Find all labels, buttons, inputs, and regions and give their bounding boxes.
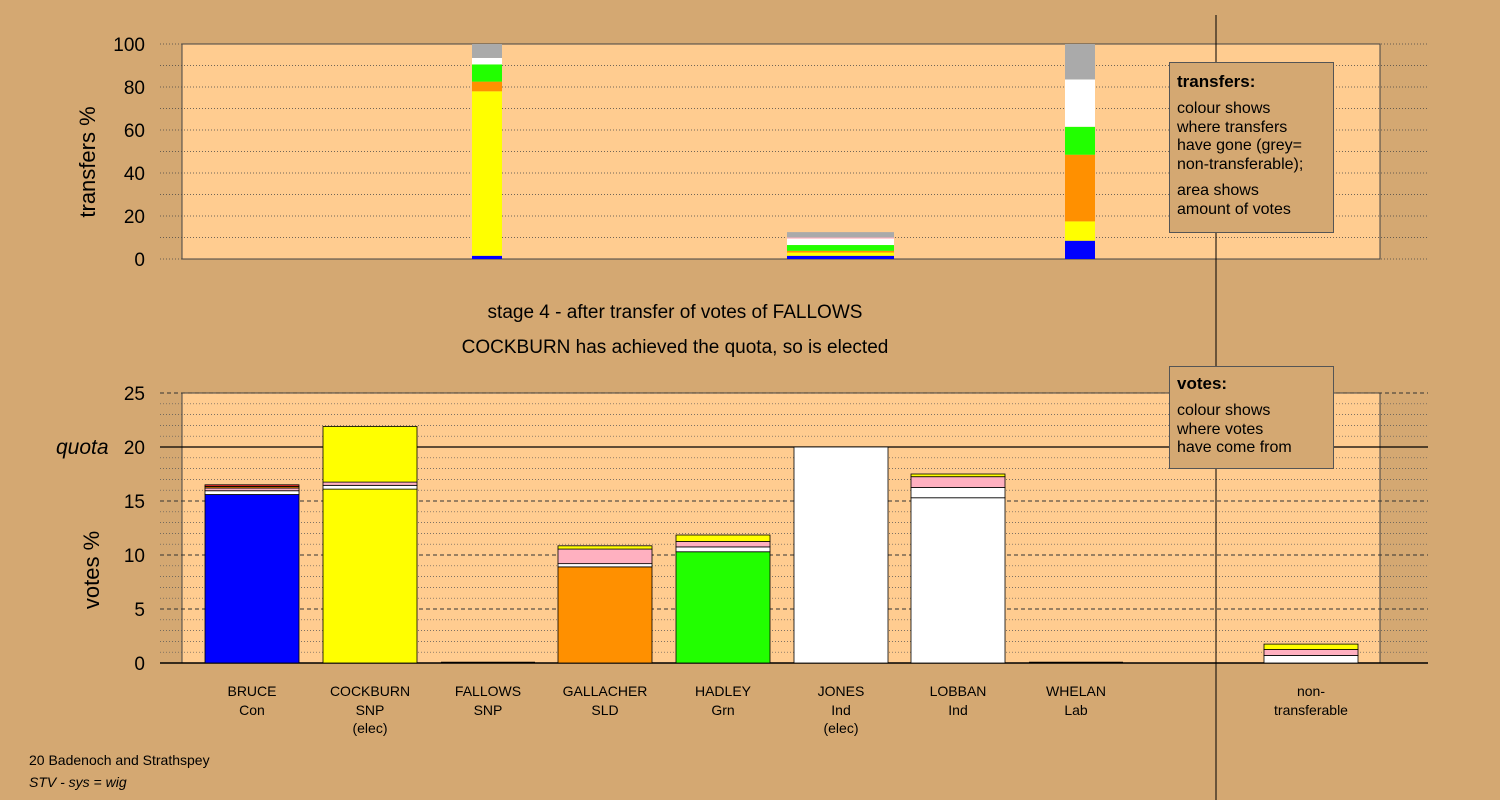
transfer-segment <box>787 238 894 246</box>
vote-segment <box>675 551 771 664</box>
transfer-segment <box>787 250 894 253</box>
candidate-note: (elec) <box>823 720 858 736</box>
candidate-party: SNP <box>356 702 385 718</box>
transfer-segment <box>472 91 502 256</box>
votes-legend-line: colour shows <box>1177 402 1271 419</box>
vote-segment <box>910 487 1006 499</box>
vote-segment <box>793 446 889 664</box>
stage-title: stage 4 - after transfer of votes of FAL… <box>488 302 863 323</box>
candidate-party: transferable <box>1274 702 1348 718</box>
transfer-segment <box>1065 79 1095 127</box>
candidate-party: SLD <box>591 702 618 718</box>
vote-segment <box>204 490 300 495</box>
candidate-name: JONES <box>818 683 865 699</box>
vote-segment <box>322 488 418 664</box>
transfers-y-tick: 0 <box>134 250 145 271</box>
vote-segment <box>557 548 653 565</box>
transfer-segment <box>1065 221 1095 241</box>
transfer-segment <box>1065 126 1095 155</box>
transfer-segment <box>1065 240 1095 259</box>
vote-segment <box>557 566 653 664</box>
votes-y-tick: 0 <box>134 654 145 675</box>
vote-segment <box>675 534 771 542</box>
vote-segment <box>204 487 300 492</box>
candidate-name: BRUCE <box>227 683 276 699</box>
transfers-y-tick: 100 <box>113 35 145 56</box>
candidate-party: Lab <box>1064 702 1088 718</box>
transfer-segment <box>472 81 502 92</box>
vote-segment <box>675 546 771 553</box>
candidate-note: (elec) <box>352 720 387 736</box>
constituency-label: 20 Badenoch and Strathspey <box>29 752 210 768</box>
candidate-name: GALLACHER <box>563 683 648 699</box>
system-label: STV - sys = wig <box>29 774 127 790</box>
votes-legend-line: where votes <box>1177 420 1264 438</box>
transfers-legend-line: non-transferable); <box>1177 155 1304 173</box>
vote-segment <box>1263 649 1359 656</box>
vote-segment <box>1263 643 1359 650</box>
vote-segment <box>910 497 1006 664</box>
vote-segment <box>204 484 300 487</box>
votes-y-tick: 15 <box>124 492 145 513</box>
votes-legend-title: votes: <box>1177 374 1228 393</box>
votes-legend-line: have come from <box>1177 439 1292 456</box>
votes-legend: votes: colour shows where votes have com… <box>1169 366 1334 469</box>
candidate-name: LOBBAN <box>930 683 987 699</box>
votes-y-axis-label: votes % <box>79 531 104 609</box>
votes-y-tick: 5 <box>134 600 145 621</box>
transfer-segment <box>787 237 894 239</box>
transfers-legend-line: amount of votes <box>1177 200 1291 218</box>
stage-subtitle: COCKBURN has achieved the quota, so is e… <box>462 337 889 358</box>
transfer-segment <box>787 245 894 251</box>
transfer-segment <box>1065 44 1095 80</box>
candidate-name: FALLOWS <box>455 683 521 699</box>
transfer-segment <box>787 252 894 256</box>
transfers-y-tick: 40 <box>124 164 145 185</box>
transfers-y-tick: 20 <box>124 207 145 228</box>
transfer-segment <box>1065 154 1095 222</box>
transfers-y-axis-label: transfers % <box>75 106 100 217</box>
transfer-segment <box>787 255 894 259</box>
transfers-legend-line: have gone (grey= <box>1177 137 1302 154</box>
vote-segment <box>204 494 300 664</box>
transfers-legend-line: where transfers <box>1177 118 1288 136</box>
candidate-name: COCKBURN <box>330 683 410 699</box>
vote-segment <box>322 426 418 483</box>
transfer-segment <box>472 64 502 82</box>
vote-segment <box>322 481 418 486</box>
vote-segment <box>557 545 653 550</box>
votes-y-tick: 25 <box>124 384 145 405</box>
votes-y-tick: 10 <box>124 546 145 567</box>
candidate-party: Grn <box>711 702 734 718</box>
vote-segment <box>910 473 1006 478</box>
transfer-segment <box>472 44 502 58</box>
transfers-legend-line: area shows <box>1177 182 1259 199</box>
candidate-name: HADLEY <box>695 683 752 699</box>
vote-segment <box>675 541 771 548</box>
vote-segment <box>910 476 1006 488</box>
votes-y-tick: 20 <box>124 438 145 459</box>
candidate-name: WHELAN <box>1046 683 1106 699</box>
transfer-segment <box>787 232 894 238</box>
transfers-legend-line: colour shows <box>1177 100 1271 117</box>
candidate-party: Ind <box>831 702 850 718</box>
transfers-legend-title: transfers: <box>1177 72 1256 91</box>
candidate-party: SNP <box>474 702 503 718</box>
candidate-party: Con <box>239 702 265 718</box>
vote-segment <box>557 563 653 568</box>
vote-segment <box>1263 655 1359 664</box>
quota-label: quota <box>56 436 109 459</box>
candidate-name: non- <box>1297 683 1325 699</box>
vote-segment <box>322 484 418 490</box>
transfers-legend: transfers: colour shows where transfers … <box>1169 62 1334 233</box>
transfers-y-tick: 60 <box>124 121 145 142</box>
transfer-segment <box>472 255 502 259</box>
transfer-segment <box>472 57 502 65</box>
candidate-party: Ind <box>948 702 967 718</box>
transfers-y-tick: 80 <box>124 78 145 99</box>
